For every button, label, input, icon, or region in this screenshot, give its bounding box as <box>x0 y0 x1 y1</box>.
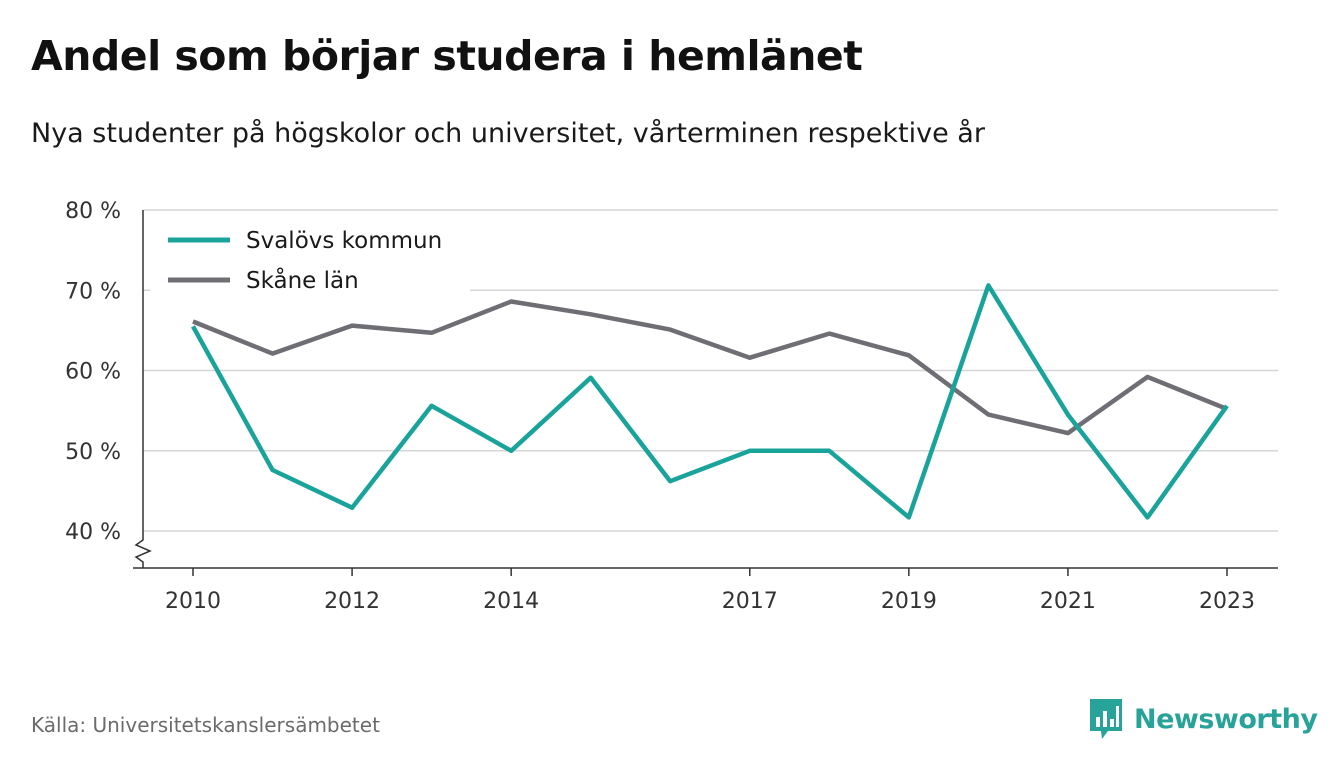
legend-label: Svalövs kommun <box>246 228 442 254</box>
legend-label: Skåne län <box>246 266 359 294</box>
y-tick-label: 40 % <box>65 520 121 545</box>
x-tick-label: 2012 <box>324 589 380 614</box>
series-lines <box>191 283 1229 520</box>
legend: Svalövs kommun Skåne län <box>150 218 470 294</box>
y-tick-label: 50 % <box>65 440 121 465</box>
x-tick-label: 2014 <box>483 589 539 614</box>
y-tick-label: 60 % <box>65 360 121 385</box>
x-tick-label: 2023 <box>1199 589 1255 614</box>
axes: 80 % 70 % 60 % 50 % 40 % 2010 2012 2014 2017 2019… <box>65 199 1278 614</box>
line-chart: 80 % 70 % 60 % 50 % 40 % 2010 2012 2014 2017 2019… <box>65 199 1278 614</box>
brand-logo[interactable]: Newsworthy <box>1088 697 1318 741</box>
series-line-sk-ne-l-n <box>192 299 1228 436</box>
x-tick-label: 2017 <box>722 589 778 614</box>
y-tick-label: 80 % <box>65 199 121 224</box>
y-axis-line-with-break <box>134 210 152 568</box>
gridlines <box>143 209 1278 532</box>
series-line-sval-vs-kommun <box>191 283 1229 520</box>
x-tick-label: 2021 <box>1040 589 1096 614</box>
chart-title: Andel som börjar studera i hemlänet <box>31 32 863 80</box>
y-tick-label: 70 % <box>65 279 121 304</box>
bar-chart-speech-bubble-icon <box>1090 699 1122 739</box>
brand-name: Newsworthy <box>1134 703 1318 735</box>
chart-subtitle: Nya studenter på högskolor och universit… <box>31 118 985 149</box>
x-tick-label: 2010 <box>165 589 221 614</box>
x-tick-label: 2019 <box>881 589 937 614</box>
source-note: Källa: Universitetskanslersämbetet <box>31 713 380 737</box>
